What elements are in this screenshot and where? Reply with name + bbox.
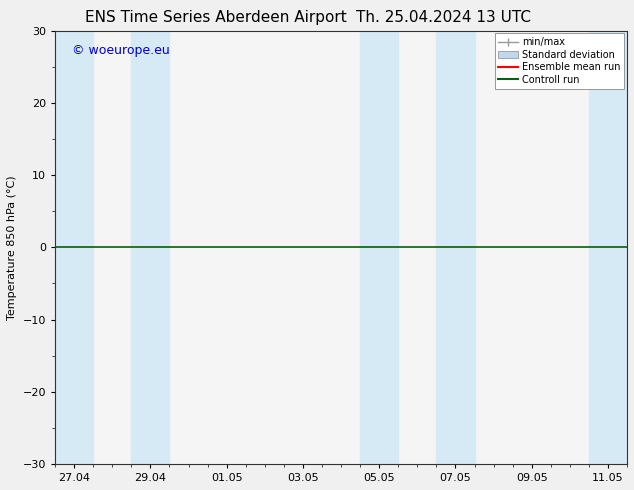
Bar <box>131 30 169 464</box>
Bar <box>589 30 627 464</box>
Text: © woeurope.eu: © woeurope.eu <box>72 44 170 56</box>
Text: ENS Time Series Aberdeen Airport: ENS Time Series Aberdeen Airport <box>85 10 346 25</box>
Bar <box>360 30 398 464</box>
Legend: min/max, Standard deviation, Ensemble mean run, Controll run: min/max, Standard deviation, Ensemble me… <box>495 33 624 89</box>
Bar <box>436 30 474 464</box>
Y-axis label: Temperature 850 hPa (°C): Temperature 850 hPa (°C) <box>7 175 17 319</box>
Bar <box>55 30 93 464</box>
Text: Th. 25.04.2024 13 UTC: Th. 25.04.2024 13 UTC <box>356 10 531 25</box>
